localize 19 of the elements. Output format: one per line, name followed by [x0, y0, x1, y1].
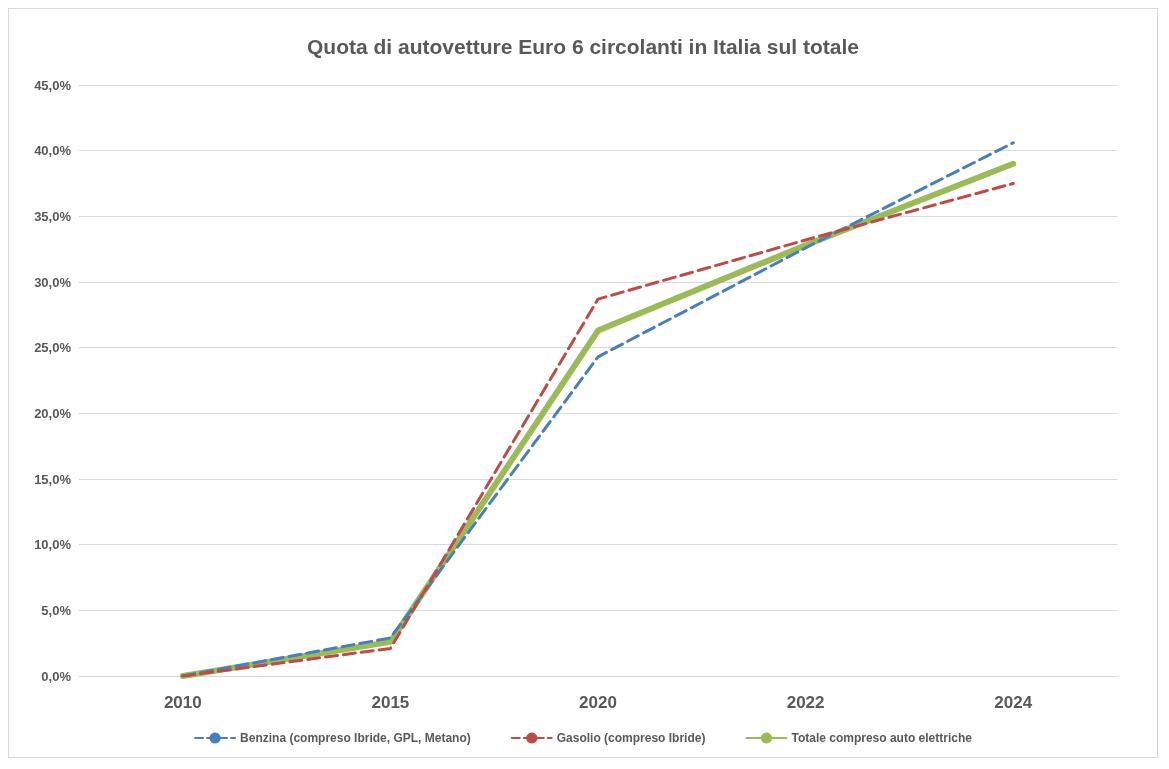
y-tick-label: 20,0%	[34, 405, 72, 421]
y-tick-label: 30,0%	[34, 274, 72, 290]
legend-label: Gasolio (compreso Ibride)	[556, 731, 706, 745]
y-tick-label: 45,0%	[34, 77, 72, 93]
legend-label: Totale compreso auto elettriche	[791, 731, 973, 745]
y-tick-label: 0,0%	[41, 668, 72, 684]
x-tick-label: 2022	[786, 693, 825, 712]
x-tick-label: 2015	[371, 693, 410, 712]
x-tick-label: 2020	[579, 693, 617, 712]
y-tick-label: 10,0%	[34, 537, 72, 553]
x-tick-label: 2010	[163, 693, 202, 712]
legend-label: Benzina (compreso Ibride, GPL, Metano)	[240, 731, 471, 745]
x-tick-label: 2024	[994, 693, 1033, 712]
y-tick-label: 40,0%	[34, 143, 72, 159]
y-tick-label: 15,0%	[34, 471, 72, 487]
y-tick-label: 35,0%	[34, 208, 72, 224]
y-tick-label: 25,0%	[34, 340, 72, 356]
y-tick-label: 5,0%	[41, 602, 72, 618]
chart-title: Quota di autovetture Euro 6 circolanti in Italia sul totale	[307, 35, 859, 58]
